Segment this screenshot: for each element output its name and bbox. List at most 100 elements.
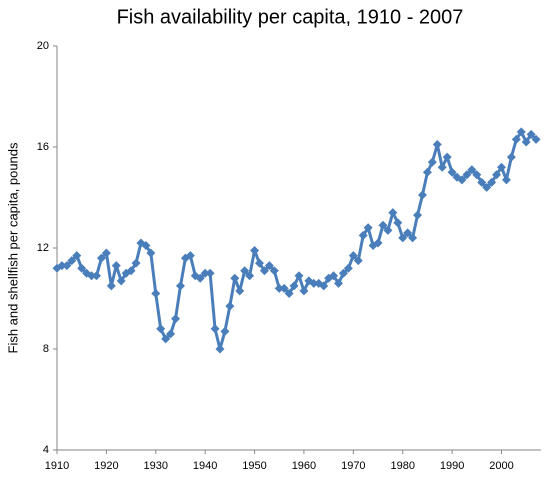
y-tick-label: 4: [43, 444, 49, 456]
data-marker: [408, 233, 418, 243]
data-marker: [57, 261, 67, 271]
data-marker: [171, 314, 181, 324]
data-marker: [269, 266, 279, 276]
data-marker: [447, 167, 457, 177]
data-marker: [210, 324, 220, 334]
data-marker: [77, 263, 87, 273]
y-tick-label: 8: [43, 343, 49, 355]
data-marker: [472, 170, 482, 180]
data-marker: [506, 152, 516, 162]
data-marker: [92, 271, 102, 281]
data-marker: [437, 162, 447, 172]
data-marker: [521, 137, 531, 147]
data-marker: [417, 190, 427, 200]
data-marker: [245, 271, 255, 281]
data-marker: [131, 258, 141, 268]
y-tick-label: 12: [37, 242, 49, 254]
x-tick-label: 1950: [242, 460, 266, 472]
data-marker: [146, 248, 156, 258]
data-marker: [348, 251, 358, 261]
y-axis-label: Fish and shellfish per capita, pounds: [5, 142, 20, 354]
data-marker: [492, 170, 502, 180]
data-marker: [205, 268, 215, 278]
data-marker: [101, 248, 111, 258]
data-marker: [477, 177, 487, 187]
data-marker: [279, 283, 289, 293]
y-tick-label: 16: [37, 141, 49, 153]
data-marker: [87, 271, 97, 281]
data-marker: [338, 268, 348, 278]
data-marker: [156, 324, 166, 334]
data-marker: [62, 261, 72, 271]
data-marker: [353, 256, 363, 266]
data-marker: [161, 334, 171, 344]
data-marker: [225, 301, 235, 311]
data-marker: [106, 281, 116, 291]
data-marker: [72, 251, 82, 261]
data-marker: [442, 152, 452, 162]
data-marker: [496, 162, 506, 172]
data-marker: [284, 288, 294, 298]
data-marker: [482, 182, 492, 192]
data-marker: [363, 223, 373, 233]
data-marker: [141, 240, 151, 250]
data-marker: [264, 261, 274, 271]
data-marker: [334, 278, 344, 288]
data-marker: [67, 256, 77, 266]
x-tick-label: 1990: [440, 460, 464, 472]
data-marker: [329, 271, 339, 281]
data-marker: [96, 253, 106, 263]
data-marker: [487, 177, 497, 187]
data-marker: [185, 251, 195, 261]
x-tick-label: 1910: [45, 460, 69, 472]
data-marker: [511, 134, 521, 144]
data-marker: [319, 281, 329, 291]
x-tick-label: 1930: [144, 460, 168, 472]
data-marker: [432, 139, 442, 149]
data-marker: [220, 326, 230, 336]
data-marker: [254, 258, 264, 268]
x-tick-label: 1980: [390, 460, 414, 472]
data-marker: [259, 266, 269, 276]
data-marker: [200, 268, 210, 278]
data-marker: [215, 344, 225, 354]
data-marker: [358, 230, 368, 240]
data-marker: [111, 261, 121, 271]
x-tick-label: 2000: [489, 460, 513, 472]
data-marker: [240, 266, 250, 276]
data-marker: [166, 329, 176, 339]
data-marker: [501, 175, 511, 185]
x-tick-label: 1960: [292, 460, 316, 472]
data-marker: [294, 271, 304, 281]
data-marker: [427, 157, 437, 167]
data-marker: [398, 233, 408, 243]
data-marker: [274, 283, 284, 293]
data-marker: [151, 288, 161, 298]
data-marker: [230, 273, 240, 283]
data-marker: [116, 276, 126, 286]
data-marker: [467, 165, 477, 175]
data-marker: [403, 228, 413, 238]
data-marker: [383, 225, 393, 235]
data-marker: [195, 273, 205, 283]
data-marker: [126, 266, 136, 276]
data-marker: [175, 281, 185, 291]
data-marker: [422, 167, 432, 177]
data-marker: [393, 218, 403, 228]
data-marker: [388, 208, 398, 218]
data-marker: [516, 127, 526, 137]
data-marker: [289, 281, 299, 291]
data-marker: [457, 175, 467, 185]
data-marker: [526, 129, 536, 139]
data-line: [56, 130, 538, 351]
data-marker: [235, 286, 245, 296]
y-tick-label: 20: [37, 40, 49, 52]
data-marker: [378, 220, 388, 230]
data-marker: [299, 286, 309, 296]
data-marker: [343, 263, 353, 273]
data-marker: [413, 210, 423, 220]
x-tick-label: 1920: [94, 460, 118, 472]
x-tick-label: 1970: [341, 460, 365, 472]
data-marker: [309, 278, 319, 288]
data-marker: [373, 238, 383, 248]
